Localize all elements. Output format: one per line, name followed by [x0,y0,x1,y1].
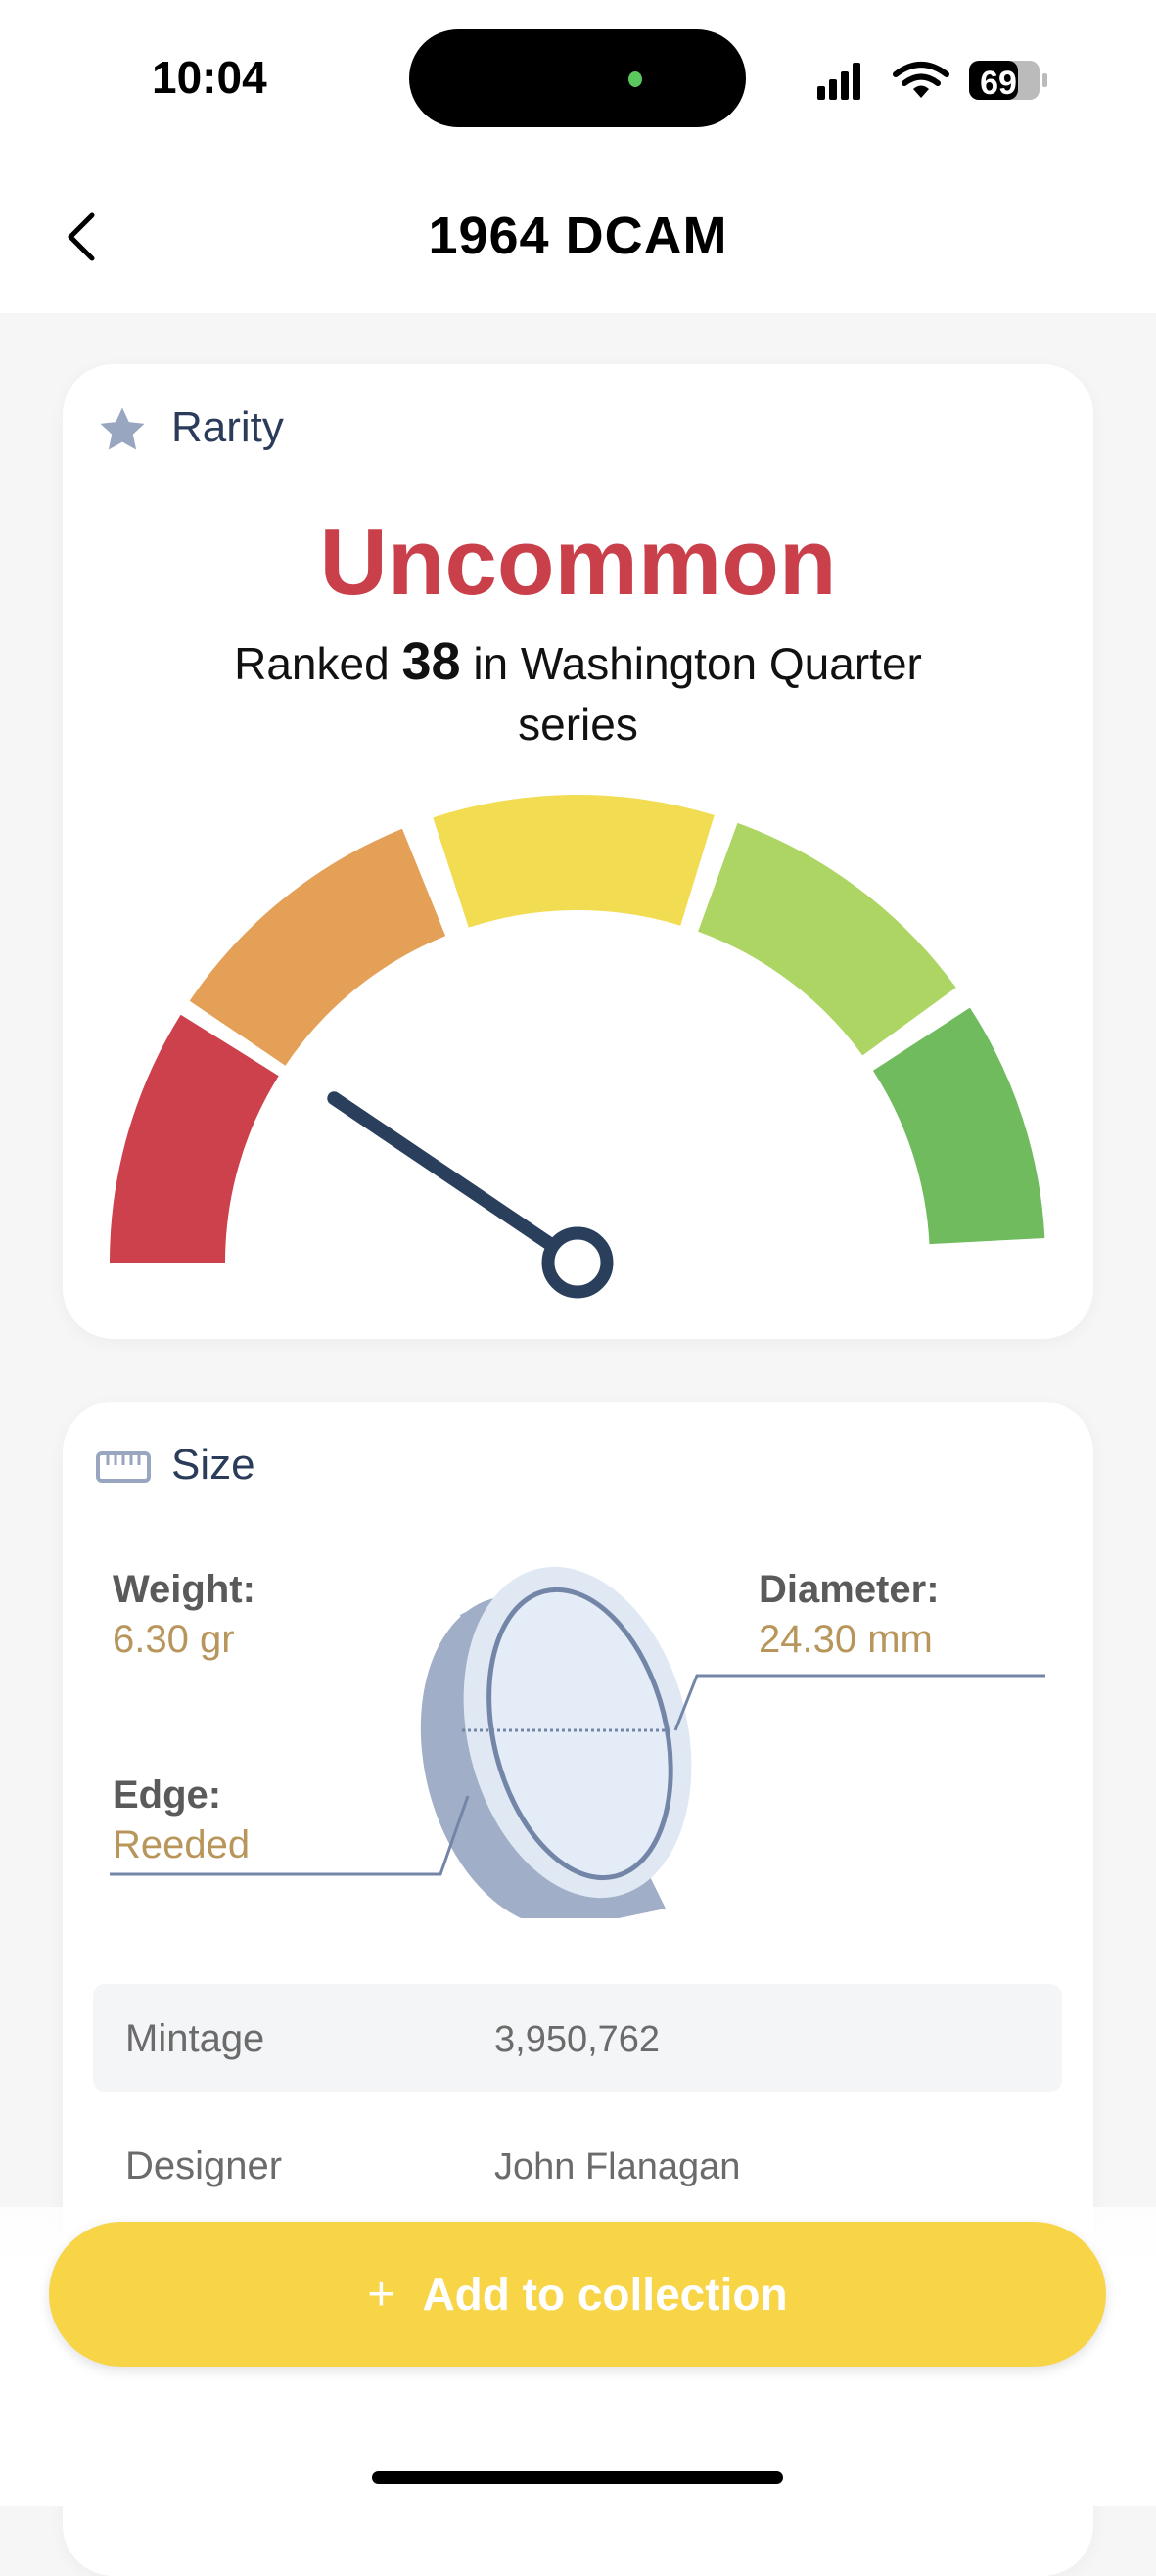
signal-icon [817,63,860,100]
rank-suffix: in Washington Quarter [473,638,922,689]
home-indicator [372,2471,783,2484]
detail-value: 3,950,762 [494,2019,661,2060]
add-to-collection-button[interactable]: + Add to collection [49,2222,1106,2367]
detail-label: Designer [125,2144,283,2187]
wifi-icon [893,62,949,98]
camera-indicator-icon [628,71,642,87]
rarity-header: Rarity [171,403,284,451]
plus-icon: + [367,2268,395,2321]
rarity-level: Uncommon [319,510,837,615]
gauge-hub [541,1226,614,1299]
edge-value: Reeded [113,1823,251,1866]
chevron-left-icon [68,212,95,261]
battery-level: 69 [980,65,1017,102]
rank-number: 38 [401,632,461,691]
rarity-gauge [110,795,1045,1299]
diameter-label: Diameter: [759,1568,940,1611]
rank-text: Ranked 38 in Washington Quarter series [0,631,1156,755]
gauge-segment-green [872,1007,1045,1245]
status-time: 10:04 [152,52,267,103]
back-button[interactable] [59,206,117,268]
weight-value: 6.30 gr [113,1618,235,1661]
star-icon [100,407,145,450]
detail-row-mintage: Mintage 3,950,762 [93,1984,1062,2092]
rank-series: series [518,699,638,750]
battery-icon: 69 [969,61,1047,102]
page-title: 1964 DCAM [428,207,728,265]
rank-prefix: Ranked [234,638,390,689]
gauge-segment-orange [189,828,446,1066]
size-header: Size [171,1441,255,1489]
gauge-segment-red [110,1014,279,1263]
detail-label: Mintage [125,2017,265,2060]
coin-illustration [110,1566,1045,1918]
edge-label: Edge: [113,1773,222,1817]
gauge-segment-light-green [698,822,956,1056]
status-icons: 69 [817,61,1047,102]
detail-row-designer: Designer John Flanagan [93,2111,1062,2219]
gauge-needle [327,1091,584,1269]
dynamic-island [409,29,746,127]
gauge-segment-yellow [433,795,715,928]
diameter-value: 24.30 mm [759,1618,933,1661]
ruler-icon [96,1451,151,1483]
weight-label: Weight: [113,1568,255,1611]
detail-value: John Flanagan [494,2146,741,2187]
add-to-collection-label: Add to collection [422,2269,788,2320]
